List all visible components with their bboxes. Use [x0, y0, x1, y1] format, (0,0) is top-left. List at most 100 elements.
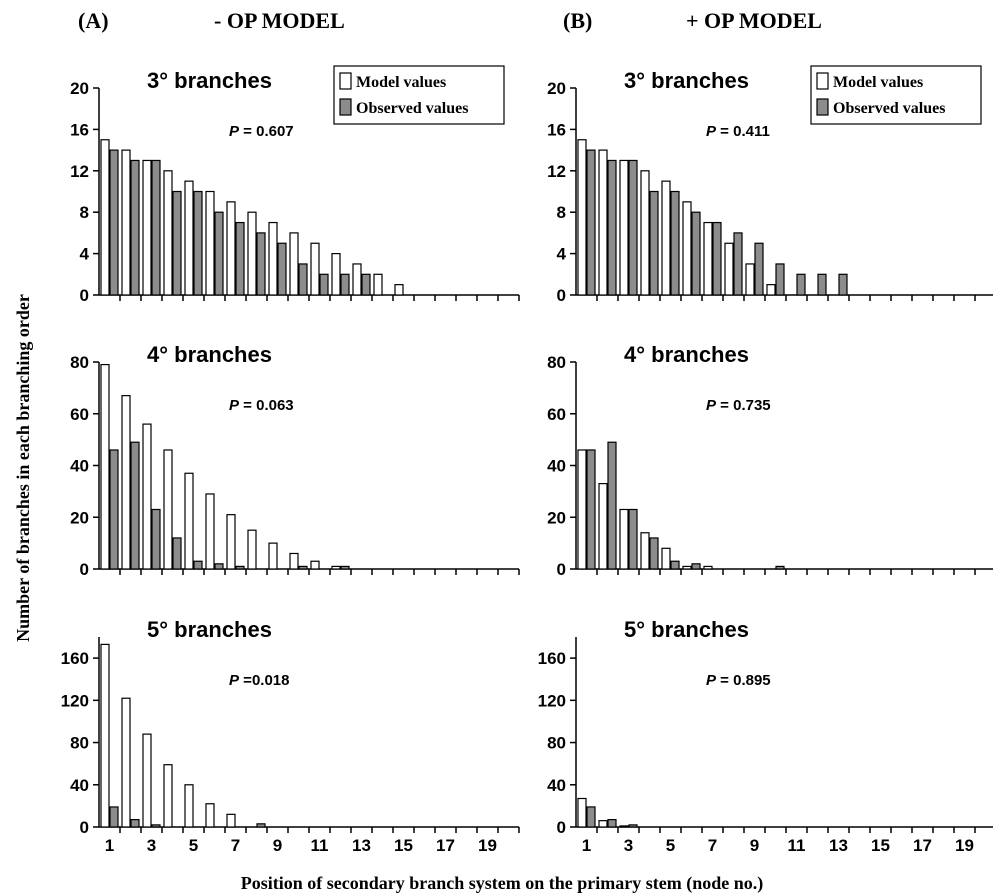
x-tick-label: 9 — [273, 836, 282, 855]
chart-panels: 0 4 8 12 16 20 3° branches P = 0.607 Model value… — [61, 65, 993, 855]
bar-observed-4 — [649, 190, 659, 296]
bar-model-7 — [703, 565, 713, 570]
x-tick-label: 15 — [394, 836, 413, 855]
bar-observed-2 — [607, 159, 617, 296]
bar-observed-11 — [796, 273, 806, 296]
bar-observed-1 — [586, 149, 596, 296]
legend-swatch-model — [816, 72, 829, 90]
bar-observed-11 — [319, 273, 329, 296]
bar-observed-1 — [109, 149, 119, 296]
x-tick-label: 17 — [913, 836, 932, 855]
y-tick-label: 60 — [70, 405, 89, 424]
bar-model-6 — [682, 201, 692, 296]
bar-observed-2 — [130, 441, 140, 570]
bar-model-15 — [394, 284, 404, 296]
bar-model-6 — [205, 493, 215, 570]
y-tick-label: 160 — [538, 649, 566, 668]
bar-observed-1 — [109, 449, 119, 570]
bar-model-4 — [163, 170, 173, 296]
chart-panel-A-3: 0 4 8 12 16 20 3° branches P = 0.607 Model value… — [70, 65, 520, 305]
y-tick-label: 0 — [557, 560, 566, 579]
y-tick-label: 40 — [547, 776, 566, 795]
bar-model-7 — [703, 221, 713, 296]
bar-observed-8 — [256, 232, 266, 296]
bar-observed-3 — [151, 508, 161, 570]
y-tick-label: 40 — [70, 457, 89, 476]
bar-model-14 — [373, 273, 383, 296]
p-value: P =0.018 — [229, 672, 289, 689]
bar-model-2 — [121, 395, 131, 570]
y-tick-label: 80 — [70, 353, 89, 372]
bar-observed-3 — [628, 508, 638, 570]
title-right: + OP MODEL — [686, 8, 822, 33]
x-tick-label: 5 — [666, 836, 675, 855]
bar-observed-2 — [130, 159, 140, 296]
y-tick-label: 16 — [70, 120, 89, 139]
bar-observed-10 — [775, 565, 785, 570]
bar-observed-6 — [691, 563, 701, 570]
bar-observed-6 — [691, 211, 701, 296]
legend-label-observed: Observed values — [833, 100, 945, 117]
x-tick-label: 15 — [871, 836, 890, 855]
bar-model-1 — [100, 643, 110, 828]
panel-title: 4° branches — [147, 342, 272, 367]
legend-label-observed: Observed values — [356, 100, 468, 117]
legend-box — [810, 65, 982, 125]
bar-observed-9 — [277, 242, 287, 296]
y-tick-label: 16 — [547, 120, 566, 139]
y-tick-label: 8 — [80, 203, 89, 222]
bar-observed-8 — [733, 232, 743, 296]
bar-model-6 — [205, 190, 215, 296]
bar-observed-4 — [649, 537, 659, 570]
bar-model-12 — [331, 565, 341, 570]
bar-model-9 — [745, 263, 755, 296]
y-tick-label: 0 — [80, 818, 89, 837]
bar-observed-9 — [754, 242, 764, 296]
p-value: P = 0.735 — [706, 397, 771, 414]
bar-observed-12 — [340, 273, 350, 296]
bar-model-9 — [268, 221, 278, 296]
bar-observed-2 — [607, 441, 617, 570]
bar-observed-6 — [214, 563, 224, 570]
y-tick-label: 80 — [70, 734, 89, 753]
legend-swatch-observed — [339, 98, 352, 116]
bar-observed-7 — [712, 221, 722, 296]
bar-model-1 — [577, 449, 587, 570]
bar-observed-3 — [628, 824, 638, 828]
bar-observed-1 — [586, 449, 596, 570]
panel-title: 3° branches — [624, 68, 749, 93]
y-tick-label: 8 — [557, 203, 566, 222]
y-tick-label: 0 — [557, 286, 566, 305]
bar-observed-13 — [361, 273, 371, 296]
bar-model-10 — [289, 552, 299, 570]
bar-observed-10 — [298, 263, 308, 296]
y-axis-label: Number of branches in each branching ord… — [13, 294, 33, 642]
x-tick-label: 7 — [708, 836, 717, 855]
bar-model-11 — [310, 242, 320, 296]
p-value: P = 0.411 — [706, 123, 770, 140]
bar-model-3 — [142, 733, 152, 828]
bar-observed-10 — [298, 565, 308, 570]
y-tick-label: 160 — [61, 649, 89, 668]
bar-model-6 — [205, 803, 215, 828]
y-tick-label: 120 — [61, 691, 89, 710]
x-tick-label: 1 — [105, 836, 114, 855]
chart-panel-B-4: 0 20 40 60 80 4° branches P = 0.735 — [547, 342, 993, 579]
bar-model-2 — [598, 149, 608, 296]
y-tick-label: 20 — [547, 79, 566, 98]
y-tick-label: 20 — [70, 79, 89, 98]
panel-title: 3° branches — [147, 68, 272, 93]
p-value: P = 0.607 — [229, 123, 294, 140]
bar-model-5 — [184, 180, 194, 296]
p-value: P = 0.895 — [706, 672, 771, 689]
bar-observed-12 — [817, 273, 827, 296]
y-tick-label: 20 — [547, 508, 566, 527]
bar-model-1 — [100, 139, 110, 296]
bar-model-10 — [289, 232, 299, 296]
bar-model-8 — [247, 529, 257, 570]
y-tick-label: 12 — [70, 162, 89, 181]
bar-model-5 — [661, 547, 671, 570]
y-tick-label: 20 — [70, 508, 89, 527]
y-tick-label: 40 — [70, 776, 89, 795]
bar-model-2 — [598, 483, 608, 570]
